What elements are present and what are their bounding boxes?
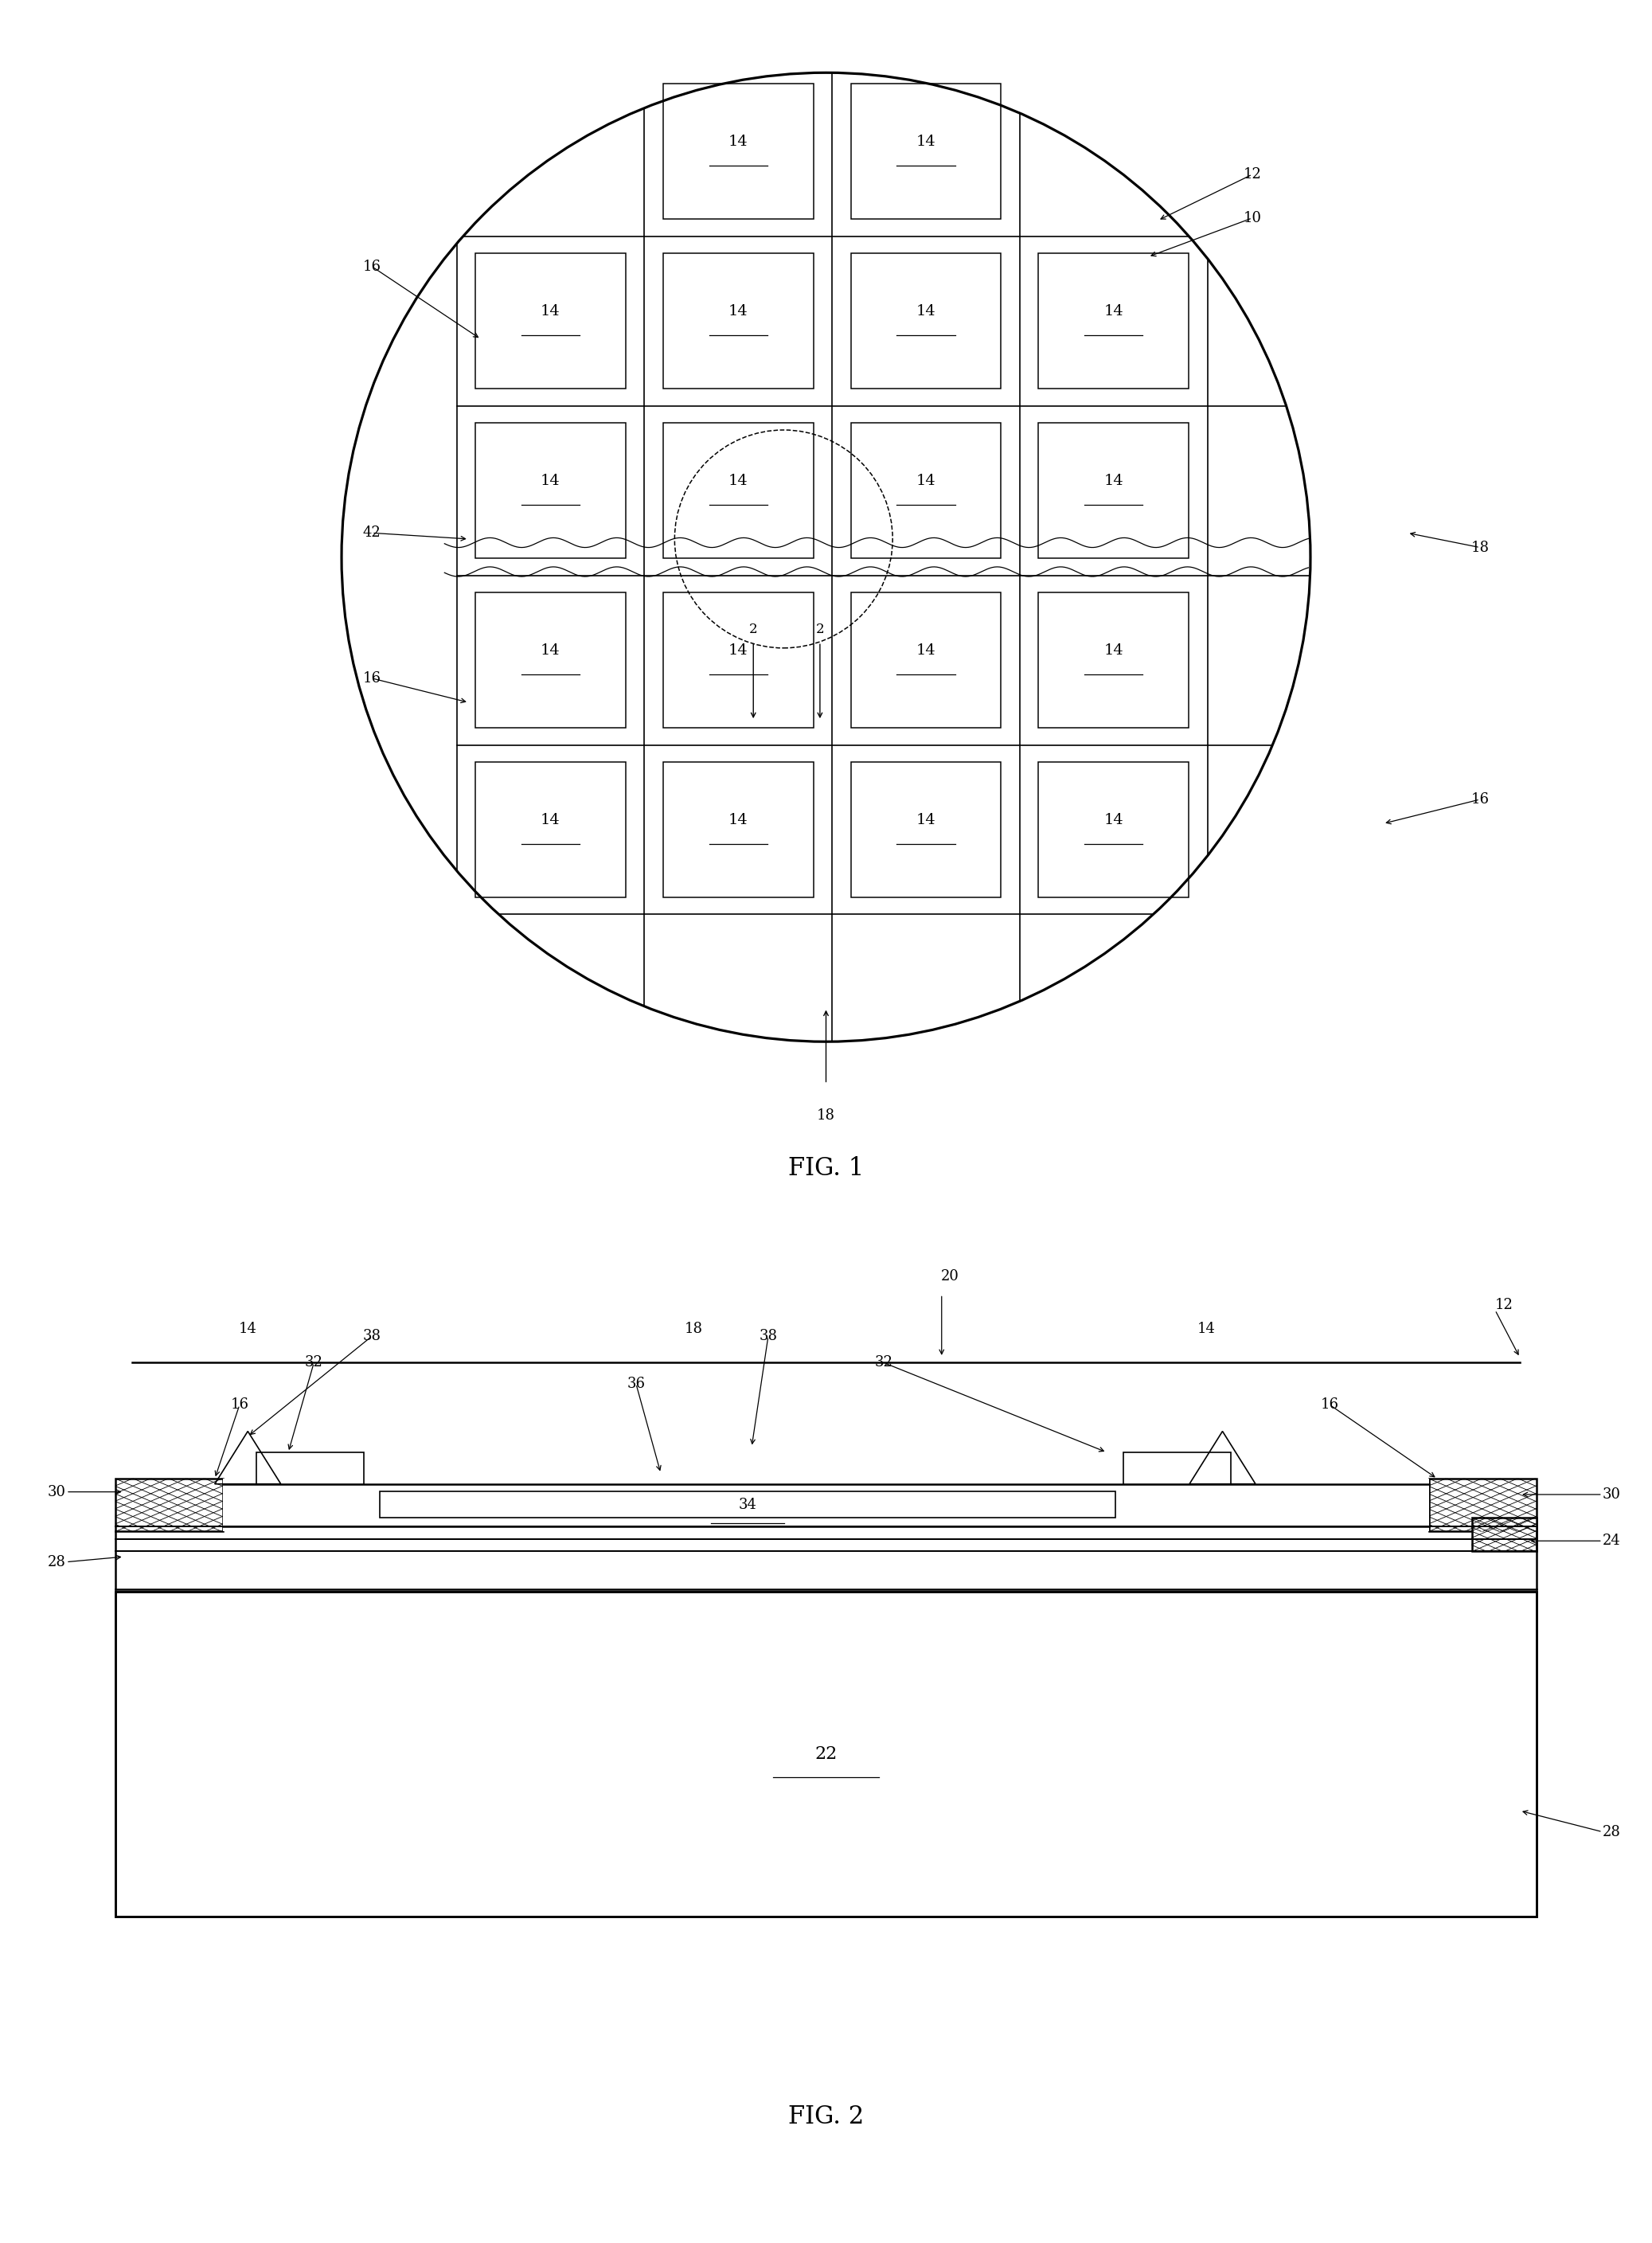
Bar: [116, 1478, 223, 1532]
Text: 14: 14: [1104, 473, 1123, 489]
Bar: [662, 83, 813, 220]
Text: 12: 12: [1244, 168, 1262, 182]
Text: 16: 16: [363, 671, 382, 686]
Bar: [851, 422, 1001, 559]
Text: 14: 14: [729, 135, 748, 148]
Text: 18: 18: [1470, 541, 1488, 554]
Bar: [1429, 1478, 1536, 1532]
Text: 12: 12: [1495, 1299, 1513, 1312]
Text: 14: 14: [917, 473, 935, 489]
Text: 32: 32: [874, 1355, 894, 1370]
Bar: [851, 763, 1001, 897]
Text: 30: 30: [48, 1485, 66, 1498]
Text: 14: 14: [1104, 644, 1123, 657]
Bar: [1039, 592, 1189, 729]
Text: FIG. 2: FIG. 2: [788, 2104, 864, 2129]
Text: 42: 42: [363, 525, 382, 541]
Bar: [1123, 1453, 1231, 1485]
Bar: [1039, 763, 1189, 897]
Bar: [851, 253, 1001, 388]
Text: 16: 16: [230, 1397, 249, 1413]
Text: 20: 20: [940, 1270, 960, 1283]
Text: 18: 18: [684, 1321, 704, 1337]
Text: 16: 16: [1470, 792, 1488, 807]
Bar: [662, 253, 813, 388]
Bar: [662, 422, 813, 559]
Text: 28: 28: [1602, 1826, 1621, 1839]
Text: 14: 14: [1104, 812, 1123, 828]
Text: 14: 14: [540, 305, 560, 319]
Bar: [223, 1478, 1429, 1532]
Text: 14: 14: [540, 812, 560, 828]
Text: 36: 36: [626, 1377, 646, 1391]
Text: 34: 34: [738, 1498, 757, 1512]
Text: 14: 14: [729, 473, 748, 489]
Text: 38: 38: [362, 1330, 382, 1344]
Text: 14: 14: [1196, 1321, 1216, 1337]
Bar: [476, 763, 626, 897]
Text: 30: 30: [1602, 1487, 1621, 1501]
Text: 2: 2: [748, 621, 758, 637]
Text: 14: 14: [540, 473, 560, 489]
Text: 22: 22: [814, 1745, 838, 1763]
Text: 14: 14: [238, 1321, 258, 1337]
Text: 16: 16: [363, 260, 382, 274]
Bar: [1039, 422, 1189, 559]
Text: 14: 14: [729, 644, 748, 657]
Text: 14: 14: [729, 812, 748, 828]
Bar: [116, 1593, 1536, 1916]
Text: 14: 14: [1104, 305, 1123, 319]
Text: 18: 18: [816, 1108, 836, 1122]
Bar: [256, 1453, 363, 1485]
Bar: [851, 83, 1001, 220]
Bar: [1039, 253, 1189, 388]
Text: 24: 24: [1602, 1534, 1621, 1548]
Text: 2: 2: [816, 621, 824, 637]
Text: 32: 32: [304, 1355, 324, 1370]
Text: 14: 14: [540, 644, 560, 657]
Text: 38: 38: [758, 1330, 778, 1344]
Bar: [662, 592, 813, 729]
Bar: [380, 1492, 1115, 1519]
Bar: [662, 763, 813, 897]
Bar: [476, 253, 626, 388]
Bar: [476, 592, 626, 729]
Text: 10: 10: [1244, 211, 1262, 224]
Text: 16: 16: [1320, 1397, 1340, 1413]
Text: 14: 14: [917, 812, 935, 828]
Bar: [851, 592, 1001, 729]
Text: 14: 14: [917, 135, 935, 148]
Text: 14: 14: [917, 305, 935, 319]
Bar: [476, 422, 626, 559]
Text: FIG. 1: FIG. 1: [788, 1157, 864, 1182]
Circle shape: [342, 72, 1310, 1041]
Text: 14: 14: [917, 644, 935, 657]
Text: 28: 28: [48, 1554, 66, 1570]
Text: 14: 14: [729, 305, 748, 319]
Bar: [1472, 1519, 1536, 1552]
